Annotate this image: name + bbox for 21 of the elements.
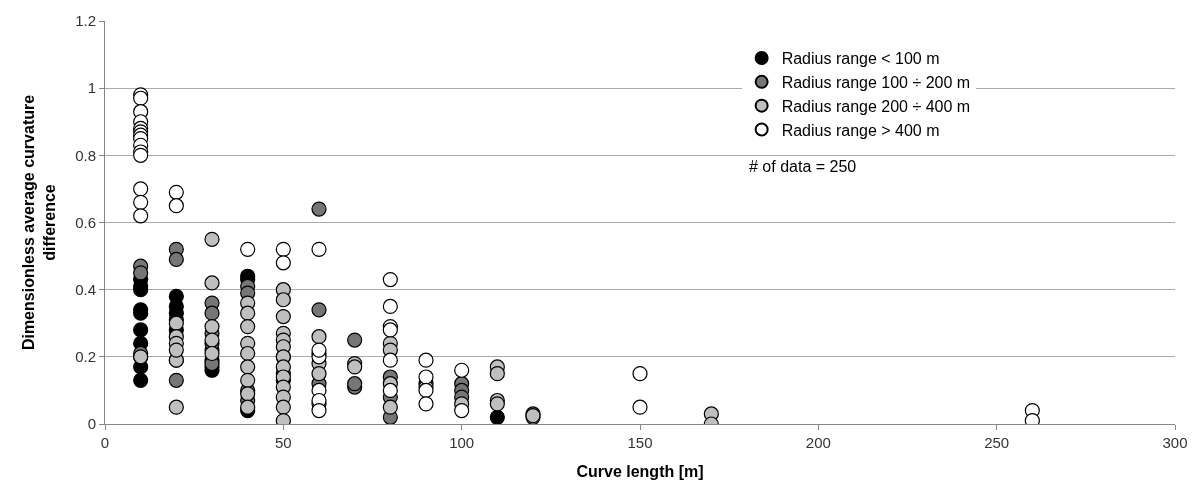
x-tick-label: 200 [805,434,831,451]
legend-label: Radius range > 400 m [781,121,940,139]
x-tick-label: 150 [627,434,653,451]
y-tick-label: 0.4 [75,280,96,298]
y-axis-title: Dimensionless average curvature difference [20,94,59,351]
x-tick-label: 100 [449,434,475,451]
x-axis-title: Curve length [m] [576,462,704,480]
y-tick-label: 0.2 [75,348,96,366]
legend-label: Radius range < 100 m [781,50,940,68]
x-tick-label: 0 [100,434,110,451]
y-tick-label: 0 [87,415,96,433]
x-tick-label: 250 [984,434,1010,451]
legend-label: Radius range 100 ÷ 200 m [781,74,971,92]
y-tick-label: 1 [87,79,96,97]
y-tick-label: 1.2 [75,12,96,30]
legend-label: Radius range 200 ÷ 400 m [781,97,971,115]
y-tick-label: 0.6 [75,213,96,231]
y-tick-label: 0.8 [75,146,96,164]
x-tick-label: 300 [1162,434,1188,451]
x-tick-label: 50 [274,434,292,451]
annotation: # of data = 250 [749,158,857,175]
